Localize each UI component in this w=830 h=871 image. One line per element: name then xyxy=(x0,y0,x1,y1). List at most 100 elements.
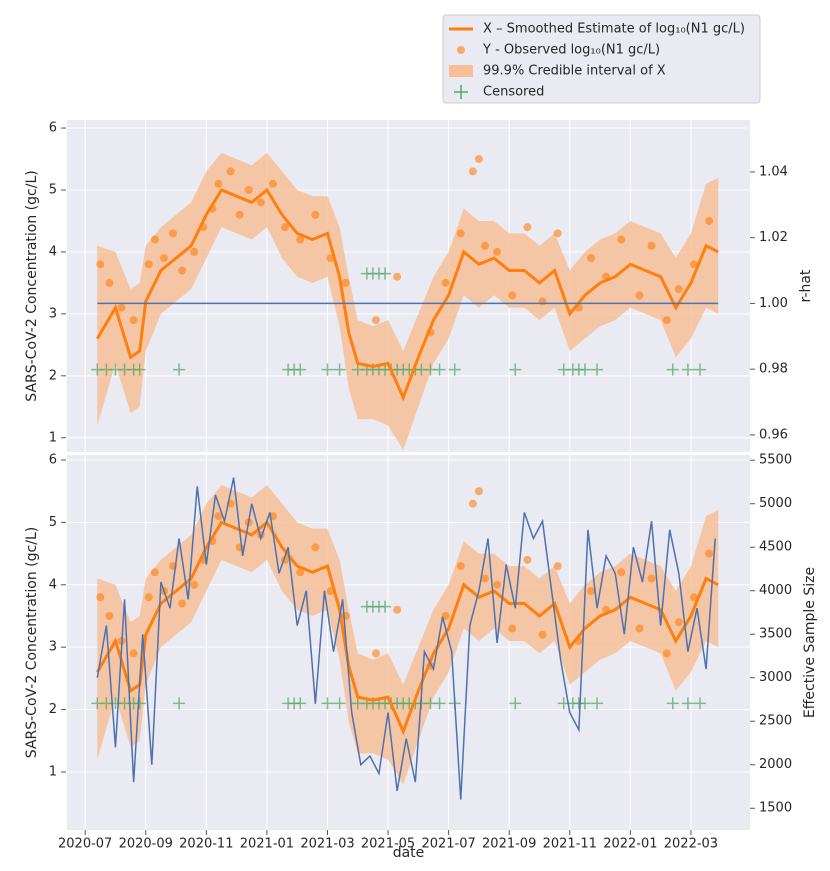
observed-point xyxy=(341,611,350,620)
observed-point xyxy=(244,185,253,194)
observed-point xyxy=(674,285,683,294)
observed-point xyxy=(178,599,187,608)
observed-point xyxy=(647,574,656,583)
y2-axis-label: r-hat xyxy=(798,269,814,302)
censored-marker xyxy=(666,697,679,710)
observed-point xyxy=(296,568,305,577)
observed-point xyxy=(159,254,168,263)
panel: 1 2 3 4 5 6 0.96 0.98 1.00 1.02 1.04 SARS-CoV-2 Con… xyxy=(24,14,814,452)
observed-point xyxy=(553,562,562,571)
observed-point xyxy=(553,229,562,238)
observed-point xyxy=(393,272,402,281)
legend: X – Smoothed Estimate of log₁₀(N1 gc/L) Y… xyxy=(442,14,761,104)
censored-marker xyxy=(173,363,186,376)
observed-point xyxy=(474,487,483,496)
censored-marker xyxy=(294,363,307,376)
y2-tick-label: 3500 xyxy=(759,627,792,642)
observed-point xyxy=(635,624,644,633)
y-tick-label: 5 xyxy=(49,515,57,530)
y2-tick-label: 4000 xyxy=(759,583,792,598)
observed-point xyxy=(508,291,517,300)
observed-point xyxy=(105,278,114,287)
y2-tick-label: 0.96 xyxy=(759,427,788,442)
y-tick-label: 2 xyxy=(49,368,57,383)
censored-marker xyxy=(591,697,604,710)
censored-marker xyxy=(133,363,146,376)
y-tick-label: 5 xyxy=(49,182,57,197)
observed-point xyxy=(96,593,105,602)
censored-marker xyxy=(321,697,334,710)
observed-point xyxy=(214,512,223,521)
censored-marker xyxy=(694,697,707,710)
y-tick-label: 4 xyxy=(49,577,57,592)
observed-point xyxy=(371,316,380,325)
observed-point xyxy=(178,266,187,275)
observed-point xyxy=(169,229,178,238)
observed-point xyxy=(647,241,656,250)
observed-point xyxy=(190,580,199,589)
observed-point xyxy=(456,562,465,571)
observed-point xyxy=(468,499,477,508)
observed-point xyxy=(105,611,114,620)
observed-point xyxy=(617,568,626,577)
observed-point xyxy=(129,649,138,658)
y-axis-label: SARS-CoV-2 Concentration (gc/L) xyxy=(24,527,40,758)
x-tick-label: 2021-05 xyxy=(361,837,415,852)
y-tick-label: 3 xyxy=(49,640,57,655)
y2-tick-label: 5500 xyxy=(759,453,792,468)
censored-marker xyxy=(578,697,591,710)
censored-marker xyxy=(666,363,679,376)
x-tick-label: 2021-07 xyxy=(421,837,475,852)
legend-box xyxy=(442,14,761,104)
y2-tick-label: 1.04 xyxy=(759,164,788,179)
smoothed-line xyxy=(95,187,719,402)
observed-point xyxy=(371,649,380,658)
observed-point xyxy=(441,278,450,287)
x-tick-label: 2021-03 xyxy=(300,837,354,852)
observed-point xyxy=(705,216,714,225)
y-tick-label: 6 xyxy=(49,121,57,136)
censored-marker xyxy=(379,267,392,280)
observed-point xyxy=(474,155,483,164)
y2-tick-label: 0.98 xyxy=(759,362,788,377)
y-tick-label: 4 xyxy=(49,244,57,259)
y2-tick-label: 2500 xyxy=(759,714,792,729)
y-axis-label: SARS-CoV-2 Concentration (gc/L) xyxy=(24,170,40,401)
observed-point xyxy=(508,624,517,633)
legend-label: 99.9% Credible interval of X xyxy=(483,64,666,79)
legend-swatch xyxy=(449,65,473,77)
censored-marker xyxy=(379,600,392,613)
censored-marker xyxy=(173,697,186,710)
observed-point xyxy=(96,260,105,269)
observed-point xyxy=(311,210,320,219)
x-tick-label: 2020-11 xyxy=(179,837,233,852)
observed-point xyxy=(226,167,235,176)
censored-marker xyxy=(681,363,694,376)
censored-marker xyxy=(333,363,346,376)
y2-tick-label: 2000 xyxy=(759,757,792,772)
observed-point xyxy=(617,235,626,244)
observed-point xyxy=(296,235,305,244)
x-tick-label: 2022-03 xyxy=(664,837,718,852)
censored-marker xyxy=(133,697,146,710)
x-tick-label: 2020-09 xyxy=(119,837,173,852)
censored-marker xyxy=(591,363,604,376)
x-tick-label: 2021-11 xyxy=(543,837,597,852)
y2-tick-label: 1.00 xyxy=(759,296,788,311)
observed-point xyxy=(705,549,714,558)
censored-marker xyxy=(694,363,707,376)
x-tick-label: 2021-09 xyxy=(482,837,536,852)
y2-tick-label: 3000 xyxy=(759,670,792,685)
observed-point xyxy=(150,568,159,577)
y-tick-label: 2 xyxy=(49,702,57,717)
observed-point xyxy=(311,543,320,552)
censored-marker xyxy=(448,363,461,376)
observed-point xyxy=(214,179,223,188)
credible-band xyxy=(97,152,719,451)
observed-point xyxy=(523,223,532,232)
observed-point xyxy=(480,574,489,583)
censored-marker xyxy=(333,697,346,710)
credible-band xyxy=(97,484,719,785)
legend-label: X – Smoothed Estimate of log₁₀(N1 gc/L) xyxy=(483,22,745,37)
